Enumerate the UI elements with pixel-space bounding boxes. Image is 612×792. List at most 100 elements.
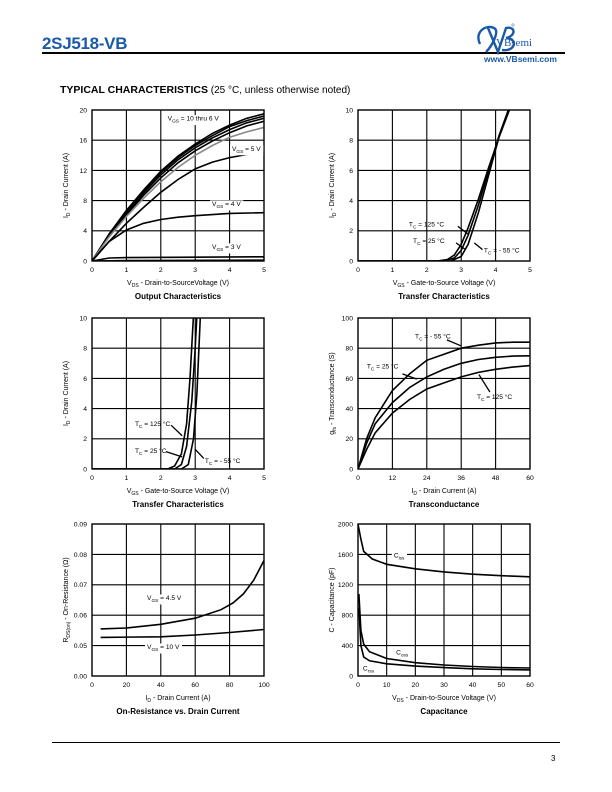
x-axis-label-main: I bbox=[411, 488, 413, 495]
annotation-arrow bbox=[446, 339, 462, 347]
chart-6: 0 10 20 30 40 50 60 0 400 800 1200 1600 2000 VDS - Dr… bbox=[329, 521, 534, 716]
series-line-6 bbox=[92, 152, 264, 261]
series-label-subscript: C bbox=[371, 367, 375, 373]
series-label: VGS = 4.5 V bbox=[147, 595, 182, 604]
x-tick-label: 3 bbox=[459, 267, 463, 274]
series-label-rest: = 25 °C bbox=[421, 237, 445, 245]
series-label-rest: = 10 V bbox=[158, 644, 180, 651]
y-tick-label: 0.09 bbox=[74, 521, 87, 528]
y-tick-label: 60 bbox=[345, 376, 353, 383]
label-background bbox=[230, 145, 264, 156]
x-tick-label: 0 bbox=[90, 475, 94, 482]
x-tick-label: 0 bbox=[90, 267, 94, 274]
series-label-main: C bbox=[396, 649, 401, 656]
x-tick-label: 50 bbox=[498, 682, 506, 689]
series-label-main: C bbox=[394, 552, 399, 559]
series-label: TC = 125 °C bbox=[409, 220, 444, 230]
y-axis-label-subscript: D bbox=[332, 212, 338, 216]
series-label-subscript: C bbox=[417, 241, 421, 247]
y-tick-label: 0 bbox=[83, 258, 87, 265]
chart-title: Transfer Characteristics bbox=[398, 292, 490, 301]
y-axis-label-main: g bbox=[329, 431, 336, 435]
logo-url[interactable]: www.VBsemi.com bbox=[484, 54, 557, 64]
series-label-subscript: oss bbox=[401, 653, 409, 658]
series-label-main: T bbox=[484, 248, 488, 255]
y-tick-label: 2 bbox=[349, 228, 353, 235]
annotation-arrow bbox=[402, 373, 417, 380]
annotation-arrow bbox=[165, 451, 183, 458]
series-line-7 bbox=[92, 211, 264, 261]
series-label-rest: = 25 °C bbox=[142, 447, 166, 455]
x-axis-label-main: V bbox=[393, 280, 398, 287]
series-line-2 bbox=[100, 628, 264, 639]
y-axis-label-main: I bbox=[63, 424, 70, 426]
annotation-arrow bbox=[478, 374, 491, 393]
series-line-2 bbox=[358, 593, 530, 669]
series-label: Coss bbox=[396, 649, 409, 658]
x-tick-label: 2 bbox=[159, 267, 163, 274]
x-tick-label: 36 bbox=[457, 475, 465, 482]
y-tick-label: 1600 bbox=[338, 552, 353, 559]
x-axis-label-main: V bbox=[127, 488, 132, 495]
y-tick-label: 4 bbox=[83, 228, 87, 235]
y-axis-label-subscript: fs bbox=[332, 426, 338, 430]
x-tick-label: 0 bbox=[356, 267, 360, 274]
series-label-subscript: GS bbox=[151, 598, 158, 604]
series-line-1 bbox=[92, 318, 195, 469]
y-axis-label-rest: - Drain Current (A) bbox=[329, 153, 336, 213]
x-axis-label: ID - Drain Current (A) bbox=[411, 488, 476, 497]
page-number: 3 bbox=[551, 754, 556, 763]
series-label-main: T bbox=[415, 333, 419, 340]
y-tick-label: 40 bbox=[345, 406, 353, 413]
x-tick-label: 5 bbox=[528, 267, 532, 274]
x-tick-label: 48 bbox=[492, 475, 500, 482]
section-title: TYPICAL CHARACTERISTICS bbox=[60, 84, 208, 96]
label-background bbox=[165, 115, 222, 126]
label-background bbox=[210, 200, 244, 211]
x-tick-label: 10 bbox=[383, 682, 391, 689]
plot-frame bbox=[357, 523, 531, 677]
x-tick-label: 4 bbox=[494, 267, 498, 274]
x-tick-label: 60 bbox=[526, 475, 534, 482]
series-label-main: T bbox=[413, 238, 417, 245]
y-tick-label: 0 bbox=[349, 466, 353, 473]
series-label-main: V bbox=[212, 244, 217, 251]
series-label-subscript: GS bbox=[236, 149, 243, 155]
series-label-subscript: C bbox=[413, 224, 417, 230]
label-background bbox=[391, 551, 408, 562]
y-tick-label: 100 bbox=[342, 315, 354, 322]
series-line-4 bbox=[92, 120, 264, 261]
series-label: TC = - 55 °C bbox=[415, 332, 451, 342]
x-axis-label: VGS - Gate-to-Source Voltage (V) bbox=[393, 280, 496, 289]
series-label-rest: = 125 °C bbox=[416, 220, 444, 228]
section-heading: TYPICAL CHARACTERISTICS (25 °C, unless o… bbox=[60, 84, 350, 96]
x-tick-label: 40 bbox=[469, 682, 477, 689]
label-background bbox=[210, 243, 244, 254]
series-label-rest: = 4.5 V bbox=[158, 595, 182, 602]
x-tick-label: 4 bbox=[228, 267, 232, 274]
series-label-rest: = - 55 °C bbox=[491, 247, 519, 255]
x-axis-label-main: V bbox=[127, 280, 132, 287]
series-label-rest: = - 55 °C bbox=[212, 457, 240, 465]
series-line-3 bbox=[358, 110, 511, 261]
x-tick-label: 24 bbox=[423, 475, 431, 482]
x-tick-label: 1 bbox=[125, 267, 129, 274]
y-tick-label: 20 bbox=[345, 436, 353, 443]
x-axis-label-rest: - Gate-to-Source Voltage (V) bbox=[139, 488, 230, 495]
series-label-main: T bbox=[135, 421, 139, 428]
y-axis-label-rest: - Transconductance (S) bbox=[329, 352, 336, 427]
logo-name: VBsemi bbox=[496, 37, 533, 49]
series-label: VGS = 5 V bbox=[232, 146, 261, 155]
x-axis-label: VGS - Gate-to-Source Voltage (V) bbox=[127, 488, 230, 497]
y-tick-label: 20 bbox=[79, 107, 87, 114]
chart-5: 0 20 40 60 80 100 0.00 0.05 0.06 0.07 0.08 0.09 ID -… bbox=[63, 521, 270, 716]
annotation-arrow bbox=[170, 424, 183, 437]
y-axis-label-main: C - Capacitance (pF) bbox=[329, 568, 336, 633]
series-line-3 bbox=[358, 364, 530, 469]
series-line-5 bbox=[92, 126, 264, 261]
x-axis-label: VDS - Drain-to-SourceVoltage (V) bbox=[127, 280, 229, 289]
series-label-subscript: C bbox=[488, 251, 492, 257]
x-axis-label-rest: - Drain Current (A) bbox=[151, 695, 211, 702]
